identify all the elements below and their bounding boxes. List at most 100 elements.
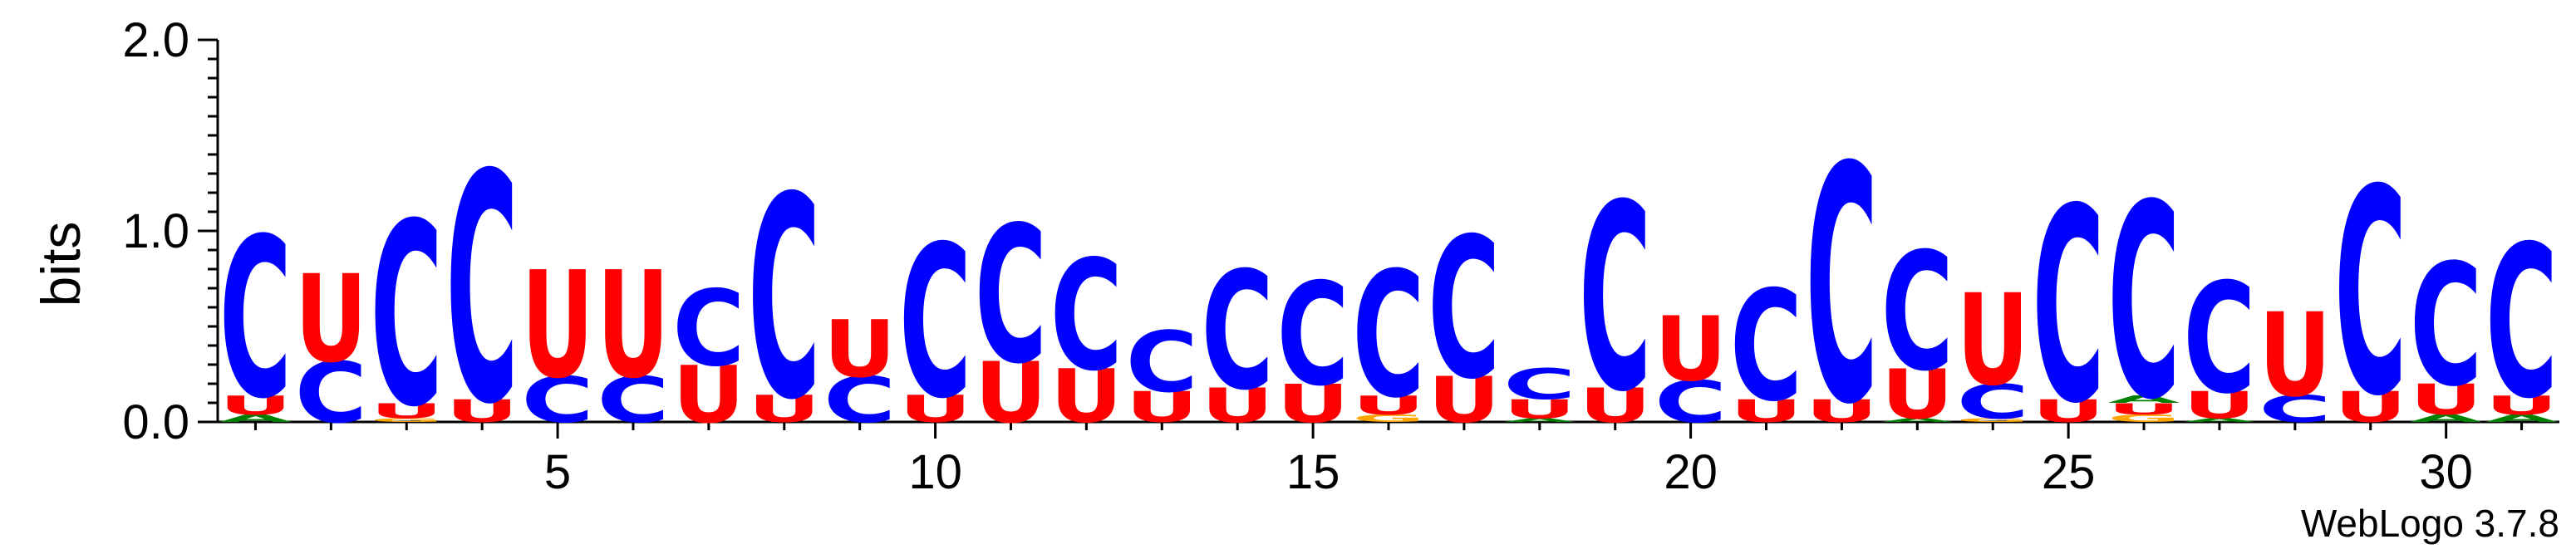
x-tick-label: 30 xyxy=(2419,445,2473,499)
logo-letter-C: C xyxy=(1428,196,1500,422)
position-18-stack: AUC xyxy=(1503,360,1576,424)
logo-letter-U: U xyxy=(1276,373,1349,434)
position-13-stack: UC xyxy=(1126,314,1198,432)
position-31-stack: AUC xyxy=(2485,202,2558,445)
logo-letter-C: C xyxy=(672,267,745,390)
logo-letter-C: C xyxy=(2183,252,2255,428)
position-27-stack: AUC xyxy=(2183,252,2256,428)
logo-letter-A: A xyxy=(219,412,292,424)
axes: 0.0 1.0 2.0 5 10 15 20 25 30 xyxy=(122,13,2559,499)
logo-letter-C: C xyxy=(1126,314,1198,411)
logo-letter-G: G xyxy=(371,417,443,423)
logo-letter-U: U xyxy=(1126,383,1198,432)
position-10-stack: UC xyxy=(899,202,971,445)
logo-letter-C: C xyxy=(1276,252,1349,417)
y-axis-label-group: bits xyxy=(30,222,91,307)
position-8-stack: UC xyxy=(748,139,820,462)
position-16-stack: GUC xyxy=(1352,235,1424,436)
logo-letter-C: C xyxy=(597,365,669,437)
logo-letter-A: A xyxy=(1881,417,1954,423)
logo-letter-C: C xyxy=(748,139,820,462)
position-19-stack: UC xyxy=(1579,151,1651,449)
logo-letter-C: C xyxy=(2334,130,2406,459)
logo-letter-C: C xyxy=(371,171,443,463)
position-29-stack: UC xyxy=(2334,130,2406,459)
logo-letter-U: U xyxy=(1352,390,1424,421)
logo-letter-G: G xyxy=(1957,417,2029,423)
logo-letter-C: C xyxy=(1202,238,1274,427)
logo-letter-C: C xyxy=(2485,202,2558,445)
position-14-stack: UC xyxy=(1202,238,1274,434)
position-4-stack: UC xyxy=(446,109,519,474)
logo-letter-C: C xyxy=(2410,229,2482,424)
logo-letter-U: U xyxy=(371,399,443,423)
position-6-stack: CU xyxy=(597,241,669,437)
logo-letter-C: C xyxy=(1050,228,1123,404)
logo-letter-A: A xyxy=(2183,417,2256,423)
logo-letter-A: A xyxy=(2485,412,2558,424)
logo-letter-C: C xyxy=(2259,389,2331,431)
position-24-stack: GCU xyxy=(1957,267,2029,429)
logo-letter-U: U xyxy=(2334,383,2406,432)
logo-letter-C: C xyxy=(219,193,292,448)
logo-letter-U: U xyxy=(1881,355,1954,434)
logo-letter-U: U xyxy=(597,241,669,411)
logo-letter-A: A xyxy=(2410,412,2482,424)
y-tick-label: 1.0 xyxy=(122,204,189,258)
logo-letter-U: U xyxy=(975,344,1047,442)
logo-letter-C: C xyxy=(975,186,1047,405)
position-5-stack: CU xyxy=(521,241,593,437)
logo-letter-C: C xyxy=(899,202,971,445)
logo-letter-U: U xyxy=(521,241,593,411)
logo-letter-C: C xyxy=(1352,235,1424,436)
position-30-stack: AUC xyxy=(2410,229,2482,424)
logo-letter-G: G xyxy=(2107,412,2180,424)
position-3-stack: GUC xyxy=(371,171,443,463)
position-15-stack: UC xyxy=(1276,252,1349,434)
logo-letter-C: C xyxy=(521,365,593,437)
logo-letter-U: U xyxy=(1806,393,1878,429)
logo-letter-U: U xyxy=(1957,267,2029,413)
logo-letter-A: A xyxy=(1503,417,1576,423)
logo-letter-C: C xyxy=(1579,151,1651,449)
logo-letter-U: U xyxy=(1503,394,1576,424)
logo-letter-U: U xyxy=(672,349,745,440)
logo-letter-C: C xyxy=(1881,219,1954,408)
logo-letter-U: U xyxy=(1050,355,1123,439)
logo-letter-C: C xyxy=(2107,149,2180,459)
x-tick-label: 5 xyxy=(544,445,571,499)
position-1-stack: AUC xyxy=(219,193,292,448)
x-tick-label: 25 xyxy=(2042,445,2096,499)
logo-letter-U: U xyxy=(2032,393,2104,429)
logo-letter-U: U xyxy=(2259,289,2331,423)
logo-letter-C: C xyxy=(1806,99,1878,477)
logo-letter-C: C xyxy=(295,345,367,442)
logo-letter-U: U xyxy=(748,389,820,431)
y-tick-label: 0.0 xyxy=(122,395,189,449)
position-21-stack: UC xyxy=(1730,259,1802,435)
logo-letter-U: U xyxy=(446,393,519,429)
logo-letter-U: U xyxy=(219,390,292,421)
position-12-stack: UC xyxy=(1050,228,1123,439)
position-28-stack: CU xyxy=(2259,289,2331,430)
position-7-stack: UC xyxy=(672,267,745,441)
logo-letter-G: G xyxy=(1352,412,1424,424)
logo-letter-C: C xyxy=(2032,152,2104,463)
position-2-stack: CU xyxy=(295,250,367,441)
logo-letter-U: U xyxy=(823,303,896,395)
logo-letter-U: U xyxy=(2410,375,2482,424)
weblogo-credit: WebLogo 3.7.8 xyxy=(2301,502,2559,545)
logo-letter-C: C xyxy=(446,109,519,474)
logo-letter-A: A xyxy=(2107,393,2180,405)
logo-letter-C: C xyxy=(823,365,896,437)
x-tick-label: 20 xyxy=(1664,445,1718,499)
position-23-stack: AUC xyxy=(1881,219,1954,435)
logo-letter-U: U xyxy=(2107,400,2180,418)
y-axis-label: bits xyxy=(30,222,91,307)
position-25-stack: UC xyxy=(2032,152,2104,463)
position-9-stack: CU xyxy=(823,303,896,437)
y-tick-label: 2.0 xyxy=(122,13,189,67)
logo-letter-C: C xyxy=(1957,375,2029,429)
logo-letter-U: U xyxy=(2183,385,2255,427)
